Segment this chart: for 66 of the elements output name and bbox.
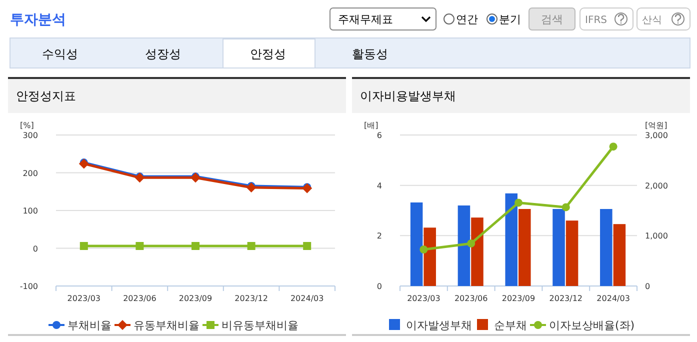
bar <box>613 224 626 286</box>
legend-label: 순부채 <box>494 319 527 332</box>
legend-label: 이자보상배율(좌) <box>549 319 635 332</box>
point <box>80 242 88 250</box>
x-tick-label: 2023/03 <box>407 294 440 303</box>
y-axis-title: [배] <box>364 121 378 130</box>
point <box>467 239 476 248</box>
text: 검색 <box>541 13 563 26</box>
y2-tick-label: 3,000 <box>645 131 668 140</box>
point <box>562 203 570 212</box>
y-tick-label: 0 <box>32 244 38 254</box>
bar <box>518 208 531 286</box>
legend-label: 유동부채비율 <box>134 319 200 332</box>
x-tick-label: 2024/03 <box>596 294 630 303</box>
bar <box>471 218 484 286</box>
point <box>247 242 256 250</box>
text: 안정성 <box>250 47 286 61</box>
y-tick-label: 4 <box>376 181 382 190</box>
x-tick-label: 2023/12 <box>234 294 268 303</box>
point <box>514 198 522 207</box>
y-tick-label: 100 <box>22 206 38 216</box>
x-tick-label: 2023/03 <box>67 294 101 303</box>
y-axis-title: [%] <box>20 121 34 130</box>
text: 성장성 <box>145 47 181 61</box>
chart-title: 안정성지표 <box>16 89 76 103</box>
text: 활동성 <box>352 47 388 61</box>
y-tick-label: -100 <box>20 282 38 291</box>
point <box>609 142 618 151</box>
point <box>192 242 200 250</box>
text: 산식 <box>642 15 662 26</box>
text: 주재무제표 <box>338 13 393 26</box>
bar <box>424 228 436 286</box>
text: 수익성 <box>42 47 78 61</box>
x-tick-label: 2023/09 <box>502 294 536 303</box>
y2-tick-label: 1,000 <box>645 232 668 241</box>
text: 분기 <box>499 13 521 26</box>
chart-title: 이자비용발생부채 <box>360 89 456 103</box>
x-tick-label: 2023/09 <box>178 294 212 303</box>
bar <box>410 202 423 286</box>
y-tick-label: 0 <box>376 282 382 291</box>
legend-label: 이자발생부채 <box>406 319 472 332</box>
y-tick-label: 200 <box>22 168 38 178</box>
bar <box>566 220 578 286</box>
y-tick-label: 6 <box>376 131 382 140</box>
y-tick-label: 300 <box>22 131 38 140</box>
text: 연간 <box>456 13 478 26</box>
point <box>246 182 256 192</box>
y-tick-label: 2 <box>376 232 382 241</box>
x-tick-label: 2023/12 <box>549 294 583 303</box>
y2-tick-label: 2,000 <box>645 181 668 190</box>
point <box>136 242 144 250</box>
y2-tick-label: 0 <box>645 282 650 291</box>
bar <box>458 205 470 286</box>
text: IFRS <box>585 15 607 26</box>
bar <box>552 208 565 286</box>
legend-label: 부채비율 <box>68 319 112 332</box>
x-tick-label: 2023/06 <box>123 294 156 303</box>
bar <box>505 193 518 286</box>
point <box>303 242 312 250</box>
x-tick-label: 2024/03 <box>290 294 324 303</box>
text: 투자분석 <box>10 12 66 28</box>
bar <box>600 208 612 286</box>
y2-axis-title: [억원] <box>645 121 668 130</box>
x-tick-label: 2023/06 <box>454 294 488 303</box>
legend-label: 비유동부채비율 <box>222 319 298 332</box>
point <box>420 246 428 254</box>
